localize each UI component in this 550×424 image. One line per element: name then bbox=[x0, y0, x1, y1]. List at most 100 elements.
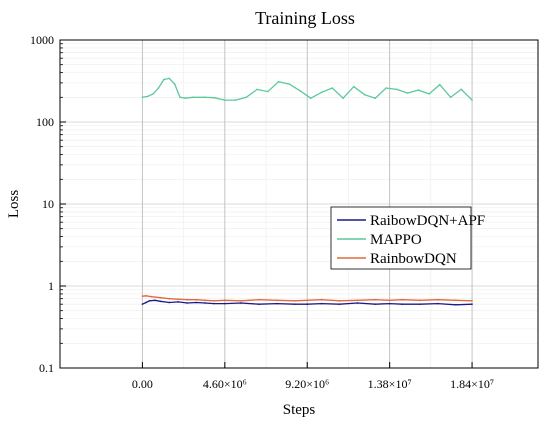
data-point bbox=[168, 77, 171, 80]
data-point bbox=[275, 302, 278, 305]
data-point bbox=[471, 299, 473, 302]
data-point bbox=[186, 298, 189, 301]
data-point bbox=[419, 299, 421, 302]
data-point bbox=[204, 302, 207, 304]
data-point bbox=[275, 299, 278, 302]
data-point bbox=[455, 303, 457, 306]
data-point bbox=[145, 301, 147, 304]
x-axis: 0.00 4.60×10⁶ 9.20×10⁶ 1.38×10⁷ 1.84×10⁷ bbox=[132, 362, 494, 391]
data-point bbox=[256, 88, 258, 91]
series-0 bbox=[141, 299, 473, 306]
data-point bbox=[223, 299, 226, 302]
data-point bbox=[204, 299, 207, 302]
data-point bbox=[455, 299, 457, 302]
data-point bbox=[266, 90, 269, 93]
data-point bbox=[240, 299, 242, 302]
data-point bbox=[460, 88, 463, 91]
chart-title: Training Loss bbox=[255, 8, 355, 28]
data-point bbox=[471, 99, 473, 101]
data-point bbox=[146, 95, 149, 98]
data-point bbox=[145, 294, 147, 297]
data-point bbox=[258, 303, 260, 306]
data-point bbox=[388, 302, 391, 305]
data-point bbox=[213, 96, 216, 99]
data-point bbox=[191, 96, 194, 99]
data-point bbox=[177, 298, 180, 301]
grid bbox=[60, 39, 538, 369]
data-point bbox=[258, 298, 260, 301]
data-point bbox=[338, 303, 341, 306]
data-point bbox=[419, 303, 421, 306]
data-point bbox=[438, 83, 441, 86]
data-point bbox=[406, 92, 409, 94]
data-point bbox=[449, 96, 452, 99]
legend-label: RainbowDQN bbox=[370, 251, 457, 267]
data-point bbox=[293, 299, 296, 302]
data-point bbox=[352, 85, 355, 88]
data-point bbox=[320, 302, 323, 305]
data-point bbox=[342, 97, 344, 100]
data-point bbox=[299, 89, 301, 92]
data-point bbox=[320, 91, 323, 94]
data-point bbox=[240, 302, 242, 304]
data-point bbox=[195, 301, 198, 304]
data-point bbox=[385, 87, 387, 89]
data-point bbox=[213, 302, 216, 305]
data-point bbox=[154, 299, 156, 302]
data-point bbox=[374, 298, 377, 301]
data-point bbox=[395, 88, 398, 91]
x-axis-label: Steps bbox=[283, 402, 316, 418]
data-point bbox=[173, 83, 176, 85]
data-point bbox=[417, 89, 420, 91]
data-point bbox=[306, 303, 309, 306]
data-point bbox=[213, 299, 216, 302]
data-point bbox=[234, 99, 237, 101]
series-line bbox=[142, 77, 473, 101]
legend-label: RaibowDQN+APF bbox=[370, 213, 485, 229]
data-point bbox=[179, 96, 181, 99]
data-point bbox=[401, 298, 404, 301]
y-axis-label: Loss bbox=[6, 190, 22, 219]
data-point bbox=[141, 96, 144, 99]
x-tick-label: 9.20×10⁶ bbox=[285, 377, 329, 391]
series-layer bbox=[141, 77, 473, 306]
data-point bbox=[245, 96, 248, 99]
legend-label: MAPPO bbox=[370, 232, 422, 248]
data-point bbox=[204, 96, 207, 99]
y-tick-label: 10 bbox=[42, 197, 54, 211]
x-tick-label: 4.60×10⁶ bbox=[203, 377, 247, 391]
data-point bbox=[356, 299, 359, 302]
data-point bbox=[437, 302, 439, 305]
data-point bbox=[141, 295, 144, 298]
data-point bbox=[184, 97, 187, 100]
data-point bbox=[306, 299, 309, 302]
y-tick-label: 1 bbox=[48, 279, 54, 293]
data-point bbox=[309, 97, 312, 100]
data-point bbox=[223, 99, 226, 101]
series-1 bbox=[141, 77, 473, 101]
data-point bbox=[471, 303, 473, 306]
data-point bbox=[148, 299, 151, 302]
data-point bbox=[150, 295, 153, 298]
data-point bbox=[157, 87, 160, 89]
legend: RaibowDQN+APF MAPPO RainbowDQN bbox=[330, 206, 485, 270]
data-point bbox=[374, 97, 377, 100]
data-point bbox=[152, 93, 155, 95]
data-point bbox=[195, 298, 198, 301]
data-point bbox=[363, 93, 366, 96]
data-point bbox=[293, 303, 296, 306]
data-point bbox=[401, 303, 404, 306]
data-point bbox=[186, 302, 189, 304]
data-point bbox=[288, 83, 291, 85]
data-point bbox=[168, 297, 171, 300]
x-tick-label: 0.00 bbox=[132, 377, 153, 391]
y-tick-label: 100 bbox=[36, 115, 54, 129]
data-point bbox=[163, 78, 165, 81]
x-tick-label: 1.84×10⁷ bbox=[450, 377, 494, 391]
data-point bbox=[320, 298, 323, 301]
y-tick-label: 0.1 bbox=[39, 361, 54, 375]
data-point bbox=[159, 300, 162, 303]
data-point bbox=[223, 302, 226, 305]
data-point bbox=[277, 80, 280, 83]
